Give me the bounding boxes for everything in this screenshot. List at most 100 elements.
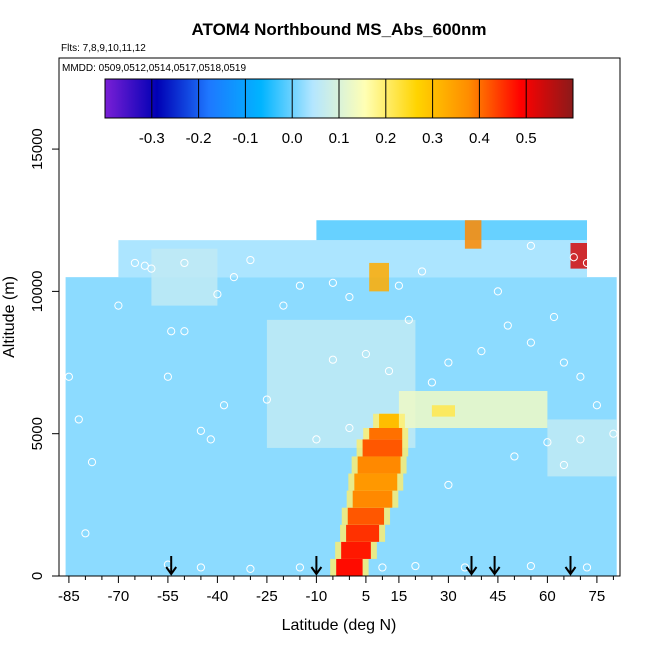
sample-point [493,287,502,296]
x-tick-label: -70 [108,588,130,605]
sample-point [609,429,618,438]
arrow-markers [165,556,577,576]
sample-point [543,438,552,447]
y-tick-label: 15000 [29,128,46,170]
x-tick-label: 75 [589,588,606,605]
sample-point [206,435,215,444]
sample-point [180,258,189,268]
arrow-marker [310,556,323,576]
sample-point [262,395,271,404]
field-region [570,243,587,269]
sample-point [394,281,403,290]
sample-point [576,435,585,444]
sample-point [404,315,413,324]
sample-point [576,372,585,381]
sample-point [549,312,559,322]
x-axis-label: Latitude (deg N) [282,617,397,634]
aerosol-plume [330,413,409,576]
sample-point [140,261,149,270]
sample-point [328,355,337,364]
field-region [151,248,218,306]
colorbar: -0.3 -0.2 -0.1 0.0 0.1 0.2 0.3 0.4 0.5 [104,78,574,147]
plot-frame [58,57,621,577]
sample-point [246,255,255,265]
sample-point [559,460,569,470]
arrow-marker [465,556,478,576]
plume-band [346,524,380,542]
y-axis: 0 5000 10000 15000 [29,128,59,580]
sample-point [87,458,97,467]
sample-point [167,327,176,336]
sample-point [582,563,592,572]
sample-point [246,564,255,573]
sample-point [444,480,453,490]
sample-point [219,401,229,410]
y-tick-label: 10000 [29,271,46,313]
plume-band [369,428,403,440]
sample-point [163,372,172,381]
sample-point [81,529,90,538]
arrow-head [165,566,178,576]
sample-point [582,258,592,268]
sample-point [559,358,569,367]
plume-band [336,558,363,576]
colorbar-tick-label: 0.2 [375,130,396,147]
plume-band [354,473,398,491]
sample-point [378,563,387,572]
arrow-head [488,566,501,576]
sample-point [345,423,354,433]
field-region [369,262,389,292]
sample-point [295,281,304,290]
sample-point [279,227,288,236]
colorbar-tick-label: 0.4 [469,130,490,147]
y-axis-label: Altitude (m) [1,276,18,358]
field-region [547,419,617,477]
sample-point [417,267,427,276]
colorbar-ticks: -0.3 -0.2 -0.1 0.0 0.1 0.2 0.3 0.4 0.5 [139,79,537,147]
y-tick-label: 5000 [29,417,46,450]
sample-point [427,378,436,387]
sample-point [510,452,519,461]
field-region [398,391,548,428]
x-axis: -85 -70 -55 -40 -25 -10 5 15 30 45 60 75 [58,576,614,605]
arrow-marker [564,556,577,576]
x-tick-label: 30 [440,588,457,605]
colorbar-tick-label: 0.3 [422,130,443,147]
field-region [464,220,482,249]
x-tick-label: -55 [157,588,179,605]
sample-point [384,366,394,376]
arrow-marker [165,556,178,576]
sample-point [196,563,205,572]
dates-note: MMDD: 0509,0512,0514,0517,0518,0519 [62,63,246,74]
field-region [316,220,587,241]
colorbar-tick-label: -0.3 [139,130,165,147]
plume-band [352,490,393,508]
x-tick-label: -85 [58,588,80,605]
arrow-head [310,566,323,576]
sample-point [460,563,469,572]
x-tick-label: 15 [391,588,408,605]
chart-title: ATOM4 Northbound MS_Abs_600nm [191,20,486,39]
arrow-head [465,566,478,576]
colorbar-tick-label: -0.2 [186,130,212,147]
plume-band [341,541,371,559]
sample-point [114,301,123,310]
x-tick-label: 60 [539,588,556,605]
y-tick-label: 0 [29,572,46,580]
arrow-head [564,566,577,576]
sample-point [411,561,420,571]
sample-point [312,435,321,444]
sample-point [345,292,354,302]
sample-point [213,290,222,299]
sample-point [592,401,602,410]
sample-point [74,415,83,424]
x-tick-label: -40 [207,588,229,605]
sample-point [526,241,536,250]
sample-point [477,347,486,356]
colorbar-tick-label: 0.5 [516,130,537,147]
sample-point [130,258,139,268]
sample-point [229,273,238,282]
heatmap-field [65,220,617,576]
sample-point [526,561,536,571]
